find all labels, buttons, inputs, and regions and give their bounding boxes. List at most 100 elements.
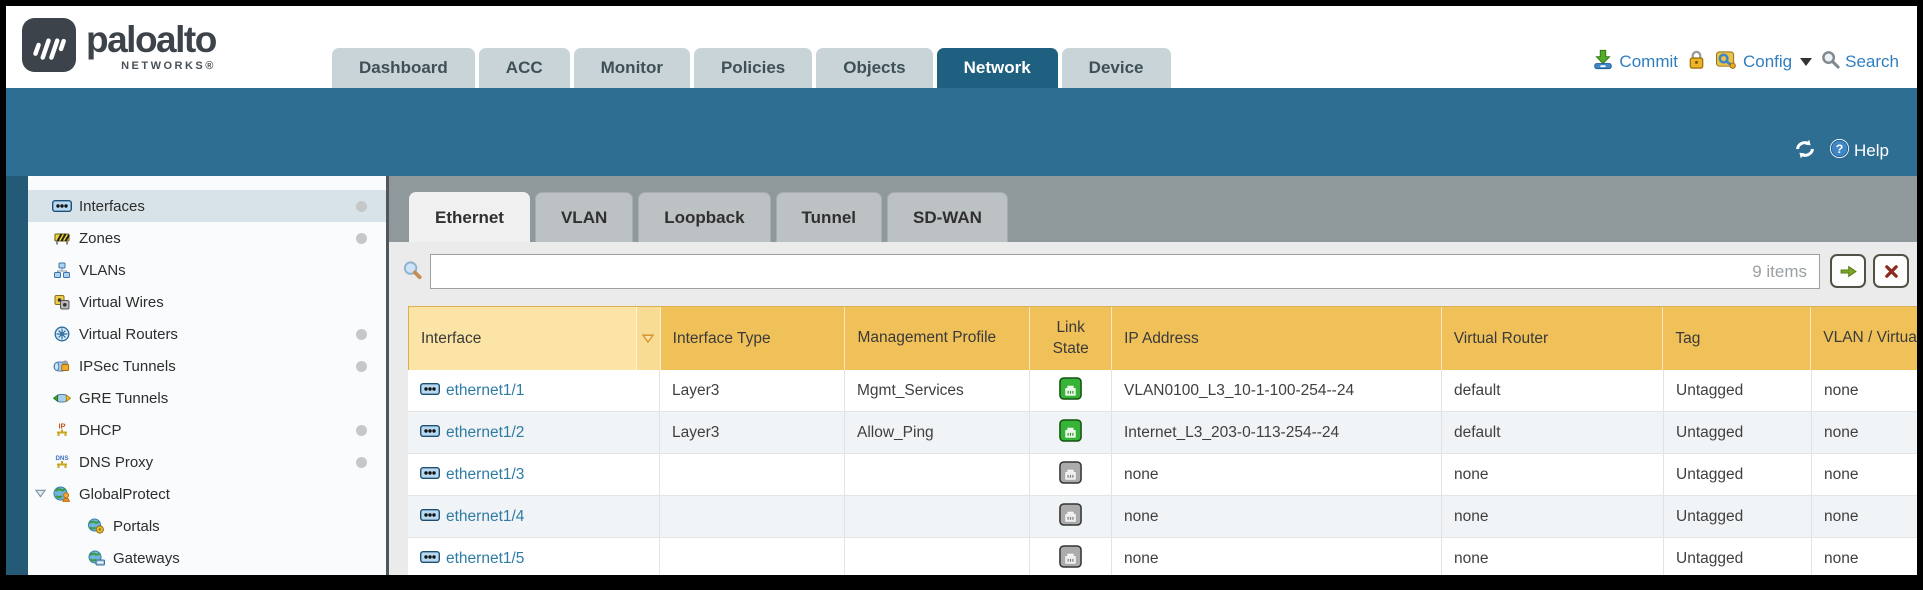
lock-button[interactable] [1687, 49, 1706, 75]
link-state-cell [1030, 412, 1112, 453]
sidebar-item-virtual-wires[interactable]: Virtual Wires [28, 286, 386, 318]
sidebar-item-dns-proxy[interactable]: DNS DNS Proxy [28, 446, 386, 478]
interface-link[interactable]: ethernet1/3 [419, 466, 524, 484]
interface-subtabs: Ethernet VLAN Loopback Tunnel SD-WAN [409, 192, 1008, 242]
table-row[interactable]: ethernet1/1 Layer3 Mgmt_Services VLAN0100_L… [408, 370, 1917, 412]
interface-type-cell: Layer3 [660, 412, 845, 453]
subtab-ethernet[interactable]: Ethernet [409, 192, 530, 242]
sidebar-item-label: Virtual Routers [79, 325, 178, 343]
subtab-sd-wan[interactable]: SD-WAN [887, 192, 1008, 242]
table-row[interactable]: ethernet1/3 none none Untagged none [408, 454, 1917, 496]
column-header-vlan-virtual-wire[interactable]: VLAN / Virtual Wire [1811, 307, 1917, 370]
column-header-interface[interactable]: Interface [409, 307, 637, 370]
refresh-icon [1793, 139, 1817, 164]
sidebar-item-label: DNS Proxy [79, 453, 154, 471]
sidebar-item-partial[interactable] [28, 574, 386, 575]
column-header-virtual-router[interactable]: Virtual Router [1441, 307, 1664, 370]
tab-objects[interactable]: Objects [816, 48, 933, 88]
refresh-button[interactable] [1793, 139, 1817, 164]
link-up-icon [1059, 418, 1082, 447]
ip-address-cell: Internet_L3_203-0-113-254--24 [1112, 412, 1442, 453]
interface-type-cell [660, 454, 845, 495]
vlan-virtual-wire-cell: none [1812, 538, 1917, 575]
brand-name: paloalto [86, 19, 217, 60]
interface-cell: ethernet1/4 [408, 496, 660, 537]
sidebar-item-label: Virtual Wires [79, 293, 164, 311]
filter-input[interactable] [431, 255, 1753, 288]
clear-filter-button[interactable] [1873, 254, 1909, 288]
interface-link[interactable]: ethernet1/2 [419, 424, 524, 442]
filter-bar: 9 items [430, 254, 1820, 289]
interface-type-cell [660, 538, 845, 575]
expander-icon[interactable] [35, 489, 46, 498]
tab-acc[interactable]: ACC [478, 48, 570, 88]
vlans-icon [52, 262, 72, 278]
search-button[interactable]: Search [1821, 50, 1899, 74]
column-header-ip-address[interactable]: IP Address [1112, 307, 1442, 370]
ip-address-cell: none [1112, 496, 1442, 537]
ip-address-cell: none [1112, 538, 1442, 575]
interface-link[interactable]: ethernet1/5 [419, 550, 524, 568]
item-dot [356, 232, 367, 244]
sidebar-item-label: Gateways [113, 549, 180, 567]
column-header-management-profile[interactable]: Management Profile [845, 307, 1031, 370]
item-dot [356, 456, 367, 468]
commit-button[interactable]: Commit [1592, 48, 1678, 75]
left-edge-strip [6, 176, 28, 575]
tab-network[interactable]: Network [936, 48, 1058, 88]
ipsec-tunnels-icon [52, 359, 72, 373]
ethernet-panel: 9 items Interface [389, 242, 1917, 575]
column-header-interface-type[interactable]: Interface Type [660, 307, 846, 370]
help-button[interactable]: ? Help [1829, 138, 1889, 164]
sidebar-item-label: Portals [113, 517, 160, 535]
svg-text:DNS: DNS [55, 455, 68, 462]
help-icon: ? [1829, 138, 1850, 164]
apply-filter-button[interactable] [1830, 254, 1866, 288]
virtual-routers-icon [52, 326, 72, 342]
sidebar-item-gre-tunnels[interactable]: GRE Tunnels [28, 382, 386, 414]
ethernet-port-icon [419, 550, 441, 568]
interface-link[interactable]: ethernet1/1 [419, 382, 524, 400]
sidebar-item-globalprotect[interactable]: GlobalProtect [28, 478, 386, 510]
sidebar-item-virtual-routers[interactable]: Virtual Routers [28, 318, 386, 350]
tab-dashboard[interactable]: Dashboard [332, 48, 475, 88]
sidebar-item-zones[interactable]: Zones [28, 222, 386, 254]
interfaces-table: Interface Interface Type Management Prof… [408, 306, 1917, 575]
column-header-tag[interactable]: Tag [1663, 307, 1812, 370]
tab-policies[interactable]: Policies [693, 48, 813, 88]
sidebar-item-interfaces[interactable]: Interfaces [28, 190, 386, 222]
config-label: Config [1742, 51, 1793, 71]
sidebar-item-vlans[interactable]: VLANs [28, 254, 386, 286]
column-header-link-state[interactable]: Link State [1030, 307, 1113, 370]
table-row[interactable]: ethernet1/5 none none Untagged none [408, 538, 1917, 575]
tab-monitor[interactable]: Monitor [573, 48, 690, 88]
items-count: 9 items [1752, 261, 1807, 281]
table-row[interactable]: ethernet1/2 Layer3 Allow_Ping Internet_L3_2… [408, 412, 1917, 454]
ethernet-port-icon [419, 466, 441, 484]
filter-magnifier-icon [402, 260, 423, 286]
sidebar-item-gateways[interactable]: Gateways [28, 542, 386, 574]
interface-cell: ethernet1/3 [408, 454, 660, 495]
item-dot [356, 328, 367, 340]
sort-arrow-icon [641, 330, 655, 348]
sidebar-item-ipsec-tunnels[interactable]: IPSec Tunnels [28, 350, 386, 382]
link-state-cell [1030, 538, 1112, 575]
sidebar-item-portals[interactable]: Portals [28, 510, 386, 542]
interface-link[interactable]: ethernet1/4 [419, 508, 524, 526]
search-label: Search [1845, 51, 1899, 71]
commit-label: Commit [1619, 51, 1678, 71]
tag-cell: Untagged [1664, 370, 1812, 411]
table-row[interactable]: ethernet1/4 none none Untagged none [408, 496, 1917, 538]
interface-sort-dropdown[interactable] [636, 307, 661, 370]
dns-proxy-icon: DNS [52, 454, 72, 470]
link-down-icon [1059, 544, 1082, 573]
tab-device[interactable]: Device [1061, 48, 1171, 88]
interfaces-icon [52, 200, 72, 212]
link-up-icon [1059, 376, 1082, 405]
subtab-loopback[interactable]: Loopback [638, 192, 771, 242]
config-menu-button[interactable]: Config [1715, 49, 1813, 75]
subtab-vlan[interactable]: VLAN [534, 192, 634, 242]
sidebar-item-dhcp[interactable]: IP DHCP [28, 414, 386, 446]
subtab-tunnel[interactable]: Tunnel [775, 192, 882, 242]
item-dot [356, 360, 367, 372]
